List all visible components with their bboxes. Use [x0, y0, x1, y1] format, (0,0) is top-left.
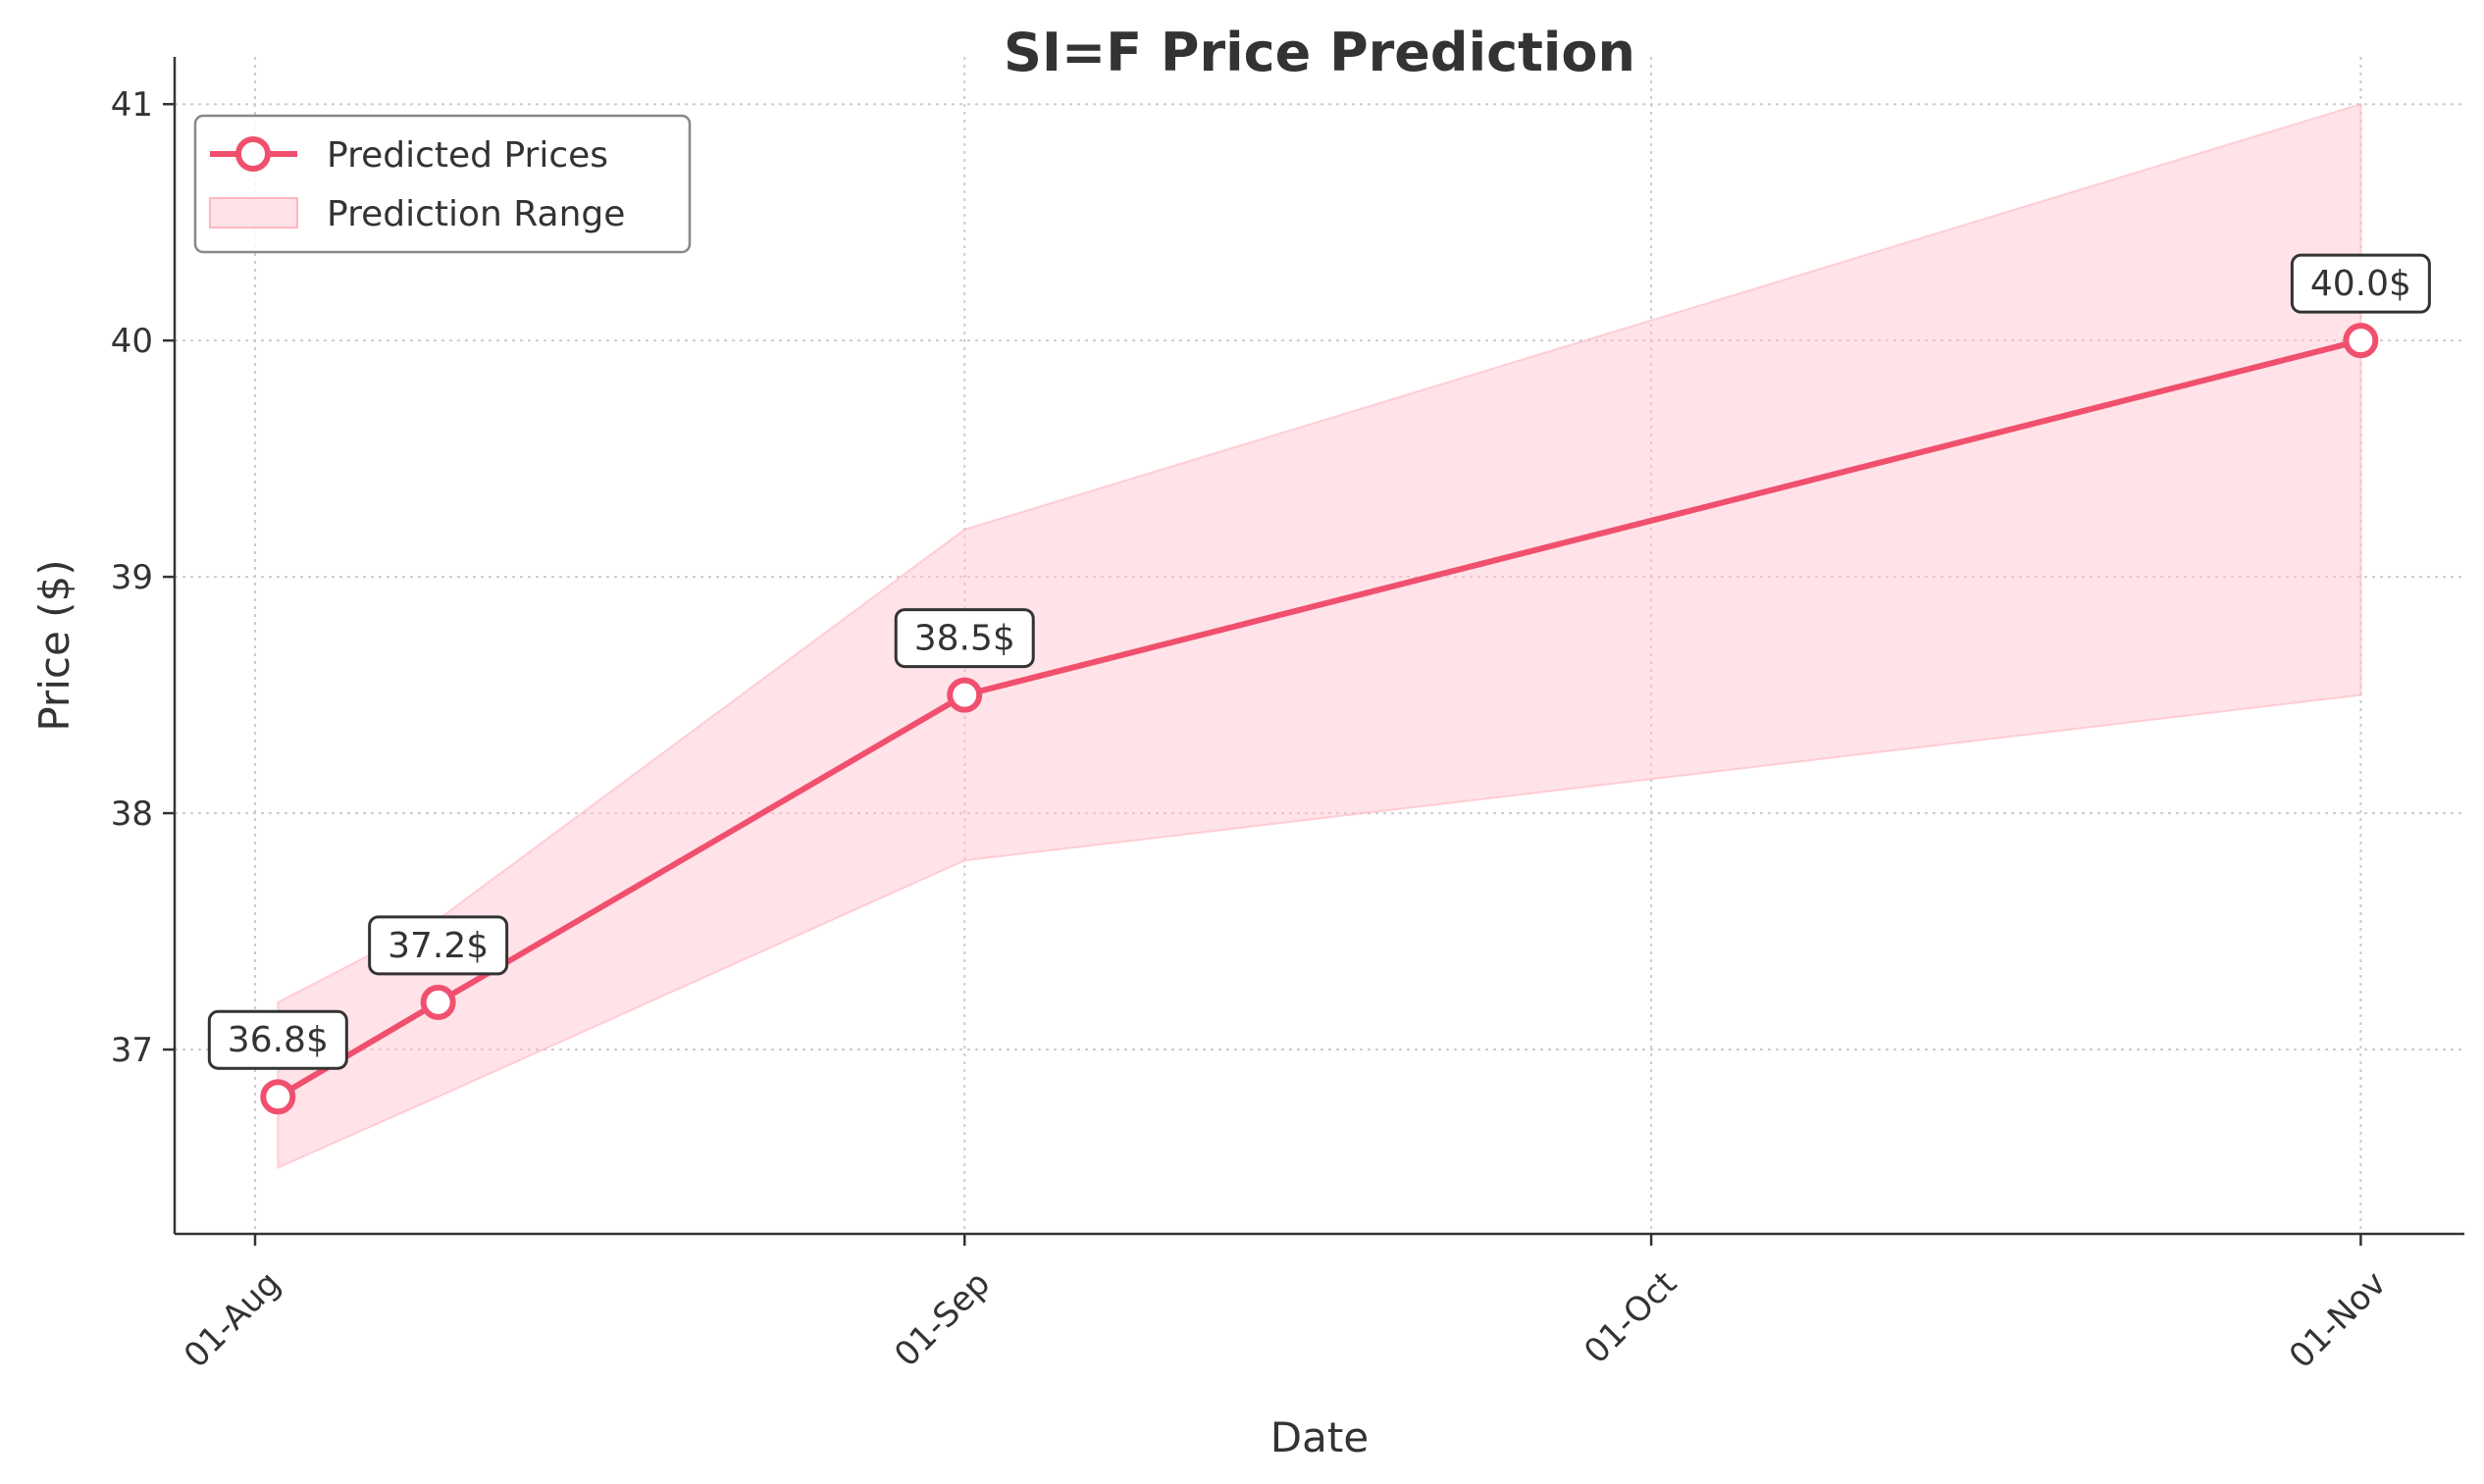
predicted-price-marker: [947, 677, 983, 713]
data-label-callout: 38.5$: [894, 608, 1035, 669]
predicted-price-marker: [420, 984, 456, 1020]
data-label-text: 37.2$: [388, 926, 489, 966]
y-tick-label: 39: [111, 558, 153, 597]
data-label-box: [2290, 253, 2431, 314]
predicted-price-points: [260, 323, 2379, 1115]
data-labels: 36.8$ 37.2$ 38.5$ 40.0$: [207, 253, 2431, 1070]
data-label-box: [368, 915, 509, 976]
y-tick-label: 37: [111, 1031, 153, 1070]
data-label-callout: 40.0$: [2290, 253, 2431, 314]
legend: Predicted Prices Prediction Range: [193, 114, 692, 254]
legend-label-predicted: Predicted Prices: [327, 135, 608, 176]
y-axis-ticks: 37 38 39 40 41: [111, 85, 175, 1070]
data-label-callout: 36.8$: [207, 1009, 348, 1070]
chart-title: SI=F Price Prediction: [1004, 22, 1635, 83]
y-tick-label: 40: [111, 322, 153, 361]
y-tick-label: 41: [111, 85, 153, 125]
prediction-range-area: [277, 102, 2362, 1170]
data-label-text: 36.8$: [228, 1020, 329, 1060]
predicted-prices-line: [276, 337, 2362, 1100]
legend-range-swatch: [209, 197, 298, 229]
data-label-text: 40.0$: [2310, 264, 2411, 304]
predicted-price-marker: [2343, 323, 2379, 359]
legend-box: [193, 114, 692, 254]
data-label-box: [207, 1009, 348, 1070]
legend-label-range: Prediction Range: [327, 194, 625, 234]
legend-marker-icon: [235, 136, 271, 172]
data-label-callout: 37.2$: [368, 915, 509, 976]
y-axis-label: Price ($): [30, 559, 78, 731]
x-axis-label: Date: [1270, 1413, 1369, 1461]
data-label-box: [894, 608, 1035, 669]
data-label-text: 38.5$: [914, 619, 1015, 659]
y-tick-label: 38: [111, 794, 153, 834]
predicted-price-marker: [260, 1079, 296, 1115]
